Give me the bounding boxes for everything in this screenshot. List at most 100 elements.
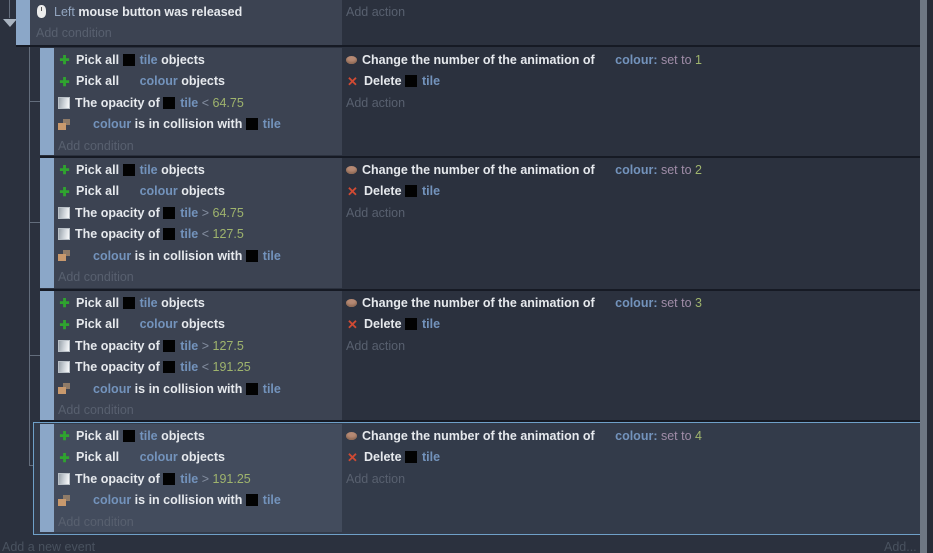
actions-block: Change the number of the animation of co… [342, 48, 918, 114]
text-segment: tile [139, 295, 158, 310]
text-segment: 64.75 [212, 205, 244, 220]
condition-row[interactable]: The opacity of tile > 64.75 [58, 202, 342, 224]
text-segment: Pick all [76, 74, 123, 89]
action-row[interactable]: Delete tile [346, 447, 918, 469]
condition-row[interactable]: colour is in collision with tile [58, 378, 342, 400]
action-row[interactable]: Delete tile [346, 181, 918, 203]
text-segment: objects [157, 428, 205, 443]
action-row[interactable]: Change the number of the animation of co… [346, 159, 918, 181]
collision-icon [58, 249, 71, 262]
condition-row[interactable]: Left mouse button was released [36, 1, 342, 23]
action-row[interactable]: Change the number of the animation of co… [346, 49, 918, 71]
condition-row[interactable]: Pick all tile objects [58, 49, 342, 71]
condition-row[interactable]: Pick all colour objects [58, 181, 342, 203]
condition-row[interactable]: The opacity of tile > 191.25 [58, 468, 342, 490]
text-segment: The opacity of [75, 471, 164, 486]
text-segment: tile [262, 493, 281, 508]
text-segment: tile [180, 360, 199, 375]
mouse-icon [37, 5, 46, 19]
text-segment: objects [177, 184, 226, 199]
text-segment: 127.5 [212, 227, 244, 242]
text-segment: Pick all [76, 317, 123, 332]
condition-row[interactable]: The opacity of tile < 191.25 [58, 357, 342, 379]
collapse-arrow-icon[interactable] [3, 19, 17, 27]
condition-row[interactable]: The opacity of tile < 64.75 [58, 92, 342, 114]
conditions-block: Pick all tile objectsPick all colour obj… [54, 291, 342, 420]
add-condition[interactable]: Add condition [58, 514, 134, 529]
text-segment: colour [93, 381, 132, 396]
actions-block: Change the number of the animation of co… [342, 291, 918, 357]
anim-icon [346, 299, 357, 308]
condition-row[interactable]: Pick all tile objects [58, 292, 342, 314]
add-new-event-link[interactable]: Add a new event [2, 540, 96, 553]
event-margin-bar[interactable] [40, 158, 54, 288]
text-segment: tile [180, 338, 199, 353]
condition-row[interactable]: Pick all colour objects [58, 314, 342, 336]
add-condition[interactable]: Add condition [58, 138, 134, 153]
text-segment: Change the number of the animation of [362, 428, 599, 443]
text-segment: colour [93, 248, 132, 263]
text-segment: colour: [615, 295, 658, 310]
text-segment: Delete [364, 184, 405, 199]
tile-icon [163, 228, 176, 241]
text-segment: is in collision with [131, 493, 246, 508]
tile-icon [405, 185, 417, 198]
pick-icon [58, 429, 71, 442]
blank-icon [598, 297, 610, 309]
add-condition[interactable]: Add condition [58, 270, 134, 285]
tile-icon [405, 75, 417, 88]
condition-row[interactable]: colour is in collision with tile [58, 245, 342, 267]
action-row[interactable]: Change the number of the animation of co… [346, 292, 918, 314]
add-action[interactable]: Add action [346, 95, 406, 110]
tile-icon [122, 296, 135, 309]
text-segment: Delete [364, 317, 405, 332]
event-margin-bar[interactable] [40, 424, 54, 532]
condition-row[interactable]: Pick all colour objects [58, 447, 342, 469]
condition-row[interactable]: Pick all colour objects [58, 71, 342, 93]
tree-line [9, 0, 10, 18]
text-segment: is in collision with [131, 117, 246, 132]
action-row[interactable]: Change the number of the animation of co… [346, 425, 918, 447]
text-segment: set to [657, 428, 696, 443]
scrollbar-thumb[interactable] [920, 0, 927, 553]
text-segment: Change the number of the animation of [362, 295, 599, 310]
opacity-icon [58, 96, 70, 109]
text-segment: 64.75 [212, 95, 244, 110]
text-segment: objects [157, 52, 205, 67]
add-action[interactable]: Add action [346, 205, 406, 220]
tile-icon [405, 318, 417, 331]
text-segment: The opacity of [75, 205, 164, 220]
add-action[interactable]: Add action [346, 338, 406, 353]
event-margin-bar[interactable] [16, 0, 30, 45]
delete-icon [346, 185, 359, 198]
condition-row[interactable]: Pick all tile objects [58, 159, 342, 181]
condition-row[interactable]: Pick all tile objects [58, 425, 342, 447]
text-segment: tile [422, 74, 441, 89]
pick-icon [58, 451, 71, 464]
add-link[interactable]: Add... [884, 540, 917, 553]
text-segment: tile [139, 52, 158, 67]
text-segment: set to [657, 295, 696, 310]
add-condition[interactable]: Add condition [58, 403, 134, 418]
blank-icon [123, 318, 135, 330]
condition-row[interactable]: The opacity of tile > 127.5 [58, 335, 342, 357]
event-margin-bar[interactable] [40, 48, 54, 155]
condition-row[interactable]: colour is in collision with tile [58, 114, 342, 136]
add-action[interactable]: Add action [346, 4, 406, 19]
add-action[interactable]: Add action [346, 471, 406, 486]
action-row[interactable]: Delete tile [346, 71, 918, 93]
event-margin-bar[interactable] [40, 291, 54, 420]
anim-icon [346, 432, 357, 441]
blank-icon [598, 54, 610, 66]
tile-icon [245, 118, 258, 131]
text-segment: tile [422, 317, 441, 332]
condition-row[interactable]: The opacity of tile < 127.5 [58, 224, 342, 246]
add-condition[interactable]: Add condition [36, 26, 112, 41]
text-segment: objects [177, 74, 226, 89]
conditions-block: Pick all tile objectsPick all colour obj… [54, 424, 342, 532]
condition-row[interactable]: colour is in collision with tile [58, 490, 342, 512]
pick-icon [58, 53, 71, 66]
action-row[interactable]: Delete tile [346, 314, 918, 336]
text-segment: Pick all [76, 428, 123, 443]
